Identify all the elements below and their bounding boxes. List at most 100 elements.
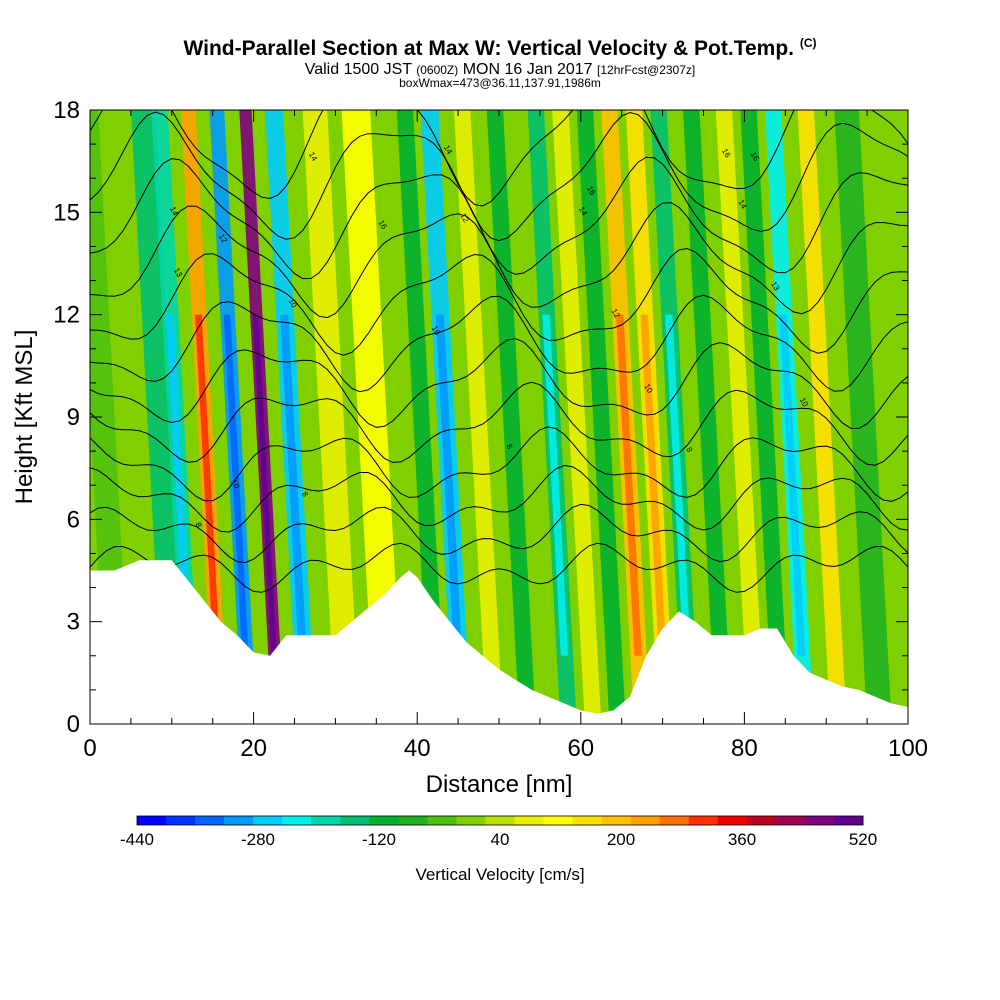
colorbar-swatch	[195, 816, 225, 825]
terrain-mask	[90, 560, 908, 724]
valid-time-line: Valid 1500 JST (0600Z) MON 16 Jan 2017 […	[0, 61, 1000, 79]
colorbar-swatch	[398, 816, 428, 825]
colorbar-swatch	[572, 816, 603, 825]
velocity-core	[542, 314, 569, 656]
colorbar-swatch	[717, 816, 748, 825]
x-tick-label: 40	[404, 735, 431, 762]
colorbar-tick-label: 520	[849, 830, 877, 849]
theta-contours	[90, 110, 908, 593]
forecast-info: [12hrFcst@2307z]	[597, 63, 696, 77]
colorbar-swatch	[369, 816, 399, 825]
colorbar-swatch	[775, 816, 806, 825]
velocity-band	[486, 110, 536, 724]
velocity-band	[396, 110, 446, 724]
velocity-band	[302, 110, 360, 724]
x-tick-label: 100	[888, 735, 928, 762]
colorbar-frame	[136, 815, 864, 826]
valid-utc: (0600Z)	[416, 63, 459, 77]
theta-contour-line	[90, 338, 908, 429]
copyright-mark: (C)	[799, 36, 817, 50]
theta-contour-line	[90, 542, 908, 593]
colorbar-swatch	[427, 816, 457, 825]
colorbar-swatch	[340, 816, 370, 825]
colorbar-swatch	[485, 816, 516, 825]
velocity-core	[640, 314, 667, 656]
theta-contour-line	[90, 464, 908, 533]
theta-contour-line	[90, 110, 908, 207]
colorbar-tick-label: -280	[241, 830, 275, 849]
x-axis-label: Distance [nm]	[426, 771, 573, 798]
x-tick-label: 60	[567, 735, 594, 762]
velocity-core	[195, 314, 221, 656]
valid-prefix: Valid 1500 JST	[304, 61, 412, 78]
colorbar-swatch	[282, 816, 312, 825]
box-info: boxWmax=473@36.11,137.91,1986m	[399, 76, 601, 90]
y-tick-label: 9	[67, 404, 80, 431]
x-tick-label: 80	[731, 735, 758, 762]
theta-contour-line	[90, 381, 908, 466]
colorbar-swatch	[311, 816, 341, 825]
valid-date: MON 16 Jan 2017	[462, 61, 593, 78]
contour-label: 8	[193, 521, 203, 530]
colorbar-swatch	[804, 816, 835, 825]
velocity-band	[341, 110, 403, 724]
theta-contour-line	[90, 111, 908, 242]
colorbar: -440 -280 -120 40 200 360 520	[120, 815, 877, 849]
colorbar-tick-label: -440	[120, 830, 154, 849]
colorbar-tick-label: 200	[607, 830, 635, 849]
contour-label: 8	[300, 490, 310, 499]
y-tick-label: 0	[67, 711, 80, 738]
y-tick-label: 6	[67, 506, 80, 533]
colorbar-swatch	[601, 816, 632, 825]
velocity-core	[615, 314, 642, 656]
colorbar-tick-label: 360	[728, 830, 756, 849]
theta-contour-line	[90, 202, 908, 319]
chart-title-text: Wind-Parallel Section at Max W: Vertical…	[183, 37, 794, 60]
colorbar-swatch	[659, 816, 690, 825]
velocity-band	[715, 110, 765, 724]
colorbar-swatch	[224, 816, 254, 825]
colorbar-swatch	[166, 816, 196, 825]
colorbar-tick-label: 40	[491, 830, 510, 849]
theta-contour-line	[90, 156, 908, 280]
y-tick-label: 18	[53, 97, 80, 124]
theta-contour-line	[90, 294, 908, 393]
velocity-band	[834, 110, 892, 724]
theta-contour-line	[90, 503, 908, 564]
colorbar-swatch	[456, 816, 486, 825]
x-tick-label: 0	[83, 735, 96, 762]
theta-contour-line	[90, 426, 908, 502]
contour-label: 8	[504, 442, 514, 451]
colorbar-swatch	[514, 816, 545, 825]
chart-title: Wind-Parallel Section at Max W: Vertical…	[0, 36, 1000, 61]
colorbar-tick-label: -120	[362, 830, 396, 849]
theta-contour-line	[90, 247, 908, 356]
y-tick-label: 15	[53, 199, 80, 226]
colorbar-swatch	[688, 816, 719, 825]
x-tick-label: 20	[240, 735, 267, 762]
velocity-band	[576, 110, 626, 724]
y-tick-label: 3	[67, 609, 80, 636]
y-axis-label: Height [Kft MSL]	[11, 330, 38, 505]
velocity-core	[779, 314, 806, 656]
velocity-core	[252, 314, 277, 656]
terrain	[90, 560, 908, 724]
velocity-band	[683, 110, 733, 724]
colorbar-swatch	[833, 816, 864, 825]
colorbar-swatch	[630, 816, 661, 825]
colorbar-swatch	[137, 816, 167, 825]
velocity-band	[552, 110, 602, 724]
colorbar-label: Vertical Velocity [cm/s]	[415, 865, 584, 884]
velocity-core	[435, 314, 463, 656]
velocity-core	[223, 314, 249, 656]
velocity-core	[280, 314, 307, 656]
axes: 0 20 40 60 80 100 0 3 6 9 12 15 18	[53, 97, 928, 762]
colorbar-swatch	[253, 816, 283, 825]
contour-label: 8	[684, 446, 694, 455]
colorbar-swatch	[746, 816, 777, 825]
colorbar-swatch	[543, 816, 574, 825]
velocity-band	[740, 110, 790, 724]
velocity-field	[90, 110, 908, 724]
velocity-band	[797, 110, 847, 724]
